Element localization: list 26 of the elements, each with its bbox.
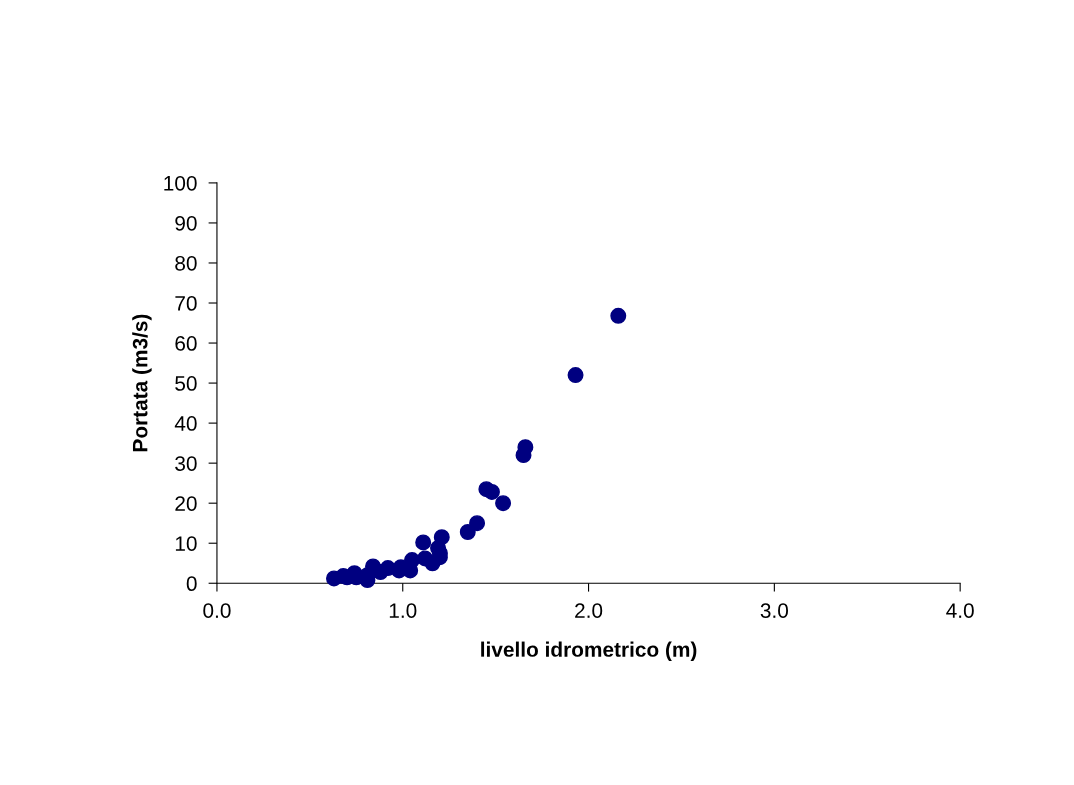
point bbox=[404, 552, 421, 569]
x-tick-label: 1.0 bbox=[389, 603, 417, 618]
y-tick-label: 0 bbox=[186, 576, 197, 592]
y-tick-label: 60 bbox=[175, 336, 197, 351]
y-tick-label: 100 bbox=[164, 175, 197, 191]
y-tick-label: 70 bbox=[175, 296, 197, 311]
y-tick-label: 30 bbox=[175, 456, 197, 471]
y-tick-label: 90 bbox=[175, 215, 197, 231]
point bbox=[469, 515, 486, 532]
y-tick-label: 50 bbox=[175, 376, 197, 391]
point bbox=[459, 524, 476, 540]
point bbox=[567, 367, 584, 384]
point bbox=[495, 495, 512, 512]
y-tick-label: 40 bbox=[174, 416, 197, 431]
x-tick-label: 3.0 bbox=[760, 603, 789, 618]
x-tick-label: 4.0 bbox=[946, 603, 974, 618]
point bbox=[610, 307, 627, 324]
y-axis-title: Portata (m3/s) bbox=[132, 314, 152, 452]
x-tick-label: 0.0 bbox=[203, 603, 231, 618]
x-axis-title: livello idrometrico (m) bbox=[481, 641, 697, 661]
point bbox=[415, 534, 432, 551]
y-tick-label: 10 bbox=[175, 536, 197, 551]
y-tick-label: 20 bbox=[175, 496, 197, 511]
point bbox=[433, 529, 450, 546]
x-tick-label: 2.0 bbox=[575, 603, 603, 618]
y-tick-label: 80 bbox=[175, 255, 197, 271]
